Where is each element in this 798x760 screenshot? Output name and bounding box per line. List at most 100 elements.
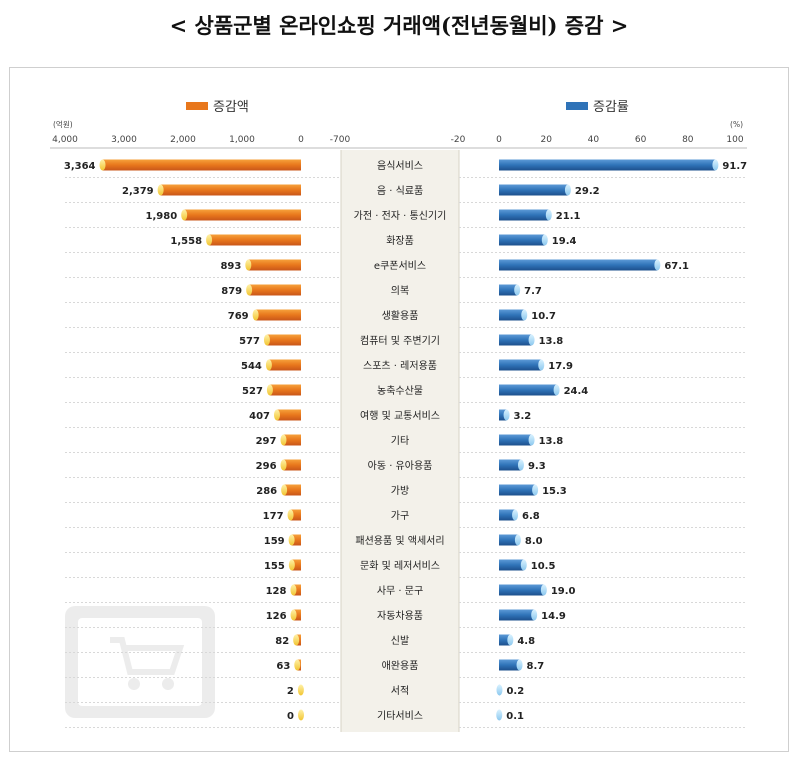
amount-bar-cap xyxy=(298,709,304,721)
rate-bar-cap xyxy=(514,284,521,296)
shopping-cart-monitor-icon xyxy=(65,606,215,718)
amount-bar xyxy=(283,434,301,446)
amount-value-label: 155 xyxy=(264,561,285,572)
category-label: 농축수산물 xyxy=(377,385,423,397)
amount-bar xyxy=(283,459,301,471)
amount-bar xyxy=(291,559,301,571)
rate-bar xyxy=(499,284,518,296)
rate-value-label: 19.0 xyxy=(551,586,576,597)
rate-bar xyxy=(499,609,535,621)
legend-rate: 증감률 xyxy=(566,100,629,115)
amount-bar xyxy=(269,384,301,396)
rate-value-label: 17.9 xyxy=(548,361,573,372)
rate-axis-tick: 20 xyxy=(540,135,552,145)
chart-canvas: 증감액 증감률 (억원) (%) -700 -20 4,000 3,000 2,00… xyxy=(50,100,747,732)
rate-bar xyxy=(499,259,658,271)
category-label: 컴퓨터 및 주변기기 xyxy=(360,335,440,347)
amount-bar-cap xyxy=(181,209,188,221)
rate-value-label: 10.7 xyxy=(531,311,556,322)
category-label: 가방 xyxy=(391,485,409,497)
amount-bar xyxy=(268,359,301,371)
rate-unit: (%) xyxy=(730,120,743,129)
rate-value-label: 10.5 xyxy=(531,561,556,572)
amount-value-label: 769 xyxy=(228,311,249,322)
rate-value-label: 67.1 xyxy=(664,261,689,272)
amount-value-label: 544 xyxy=(241,361,262,372)
rate-bar-cap xyxy=(654,259,661,271)
rate-bar-cap xyxy=(520,559,527,571)
amount-value-label: 177 xyxy=(263,511,284,522)
rate-bar xyxy=(499,459,521,471)
amount-bar-cap xyxy=(246,284,253,296)
category-label: 문화 및 레저서비스 xyxy=(360,560,440,572)
amount-value-label: 893 xyxy=(220,261,241,272)
amount-axis-tick: 1,000 xyxy=(229,135,255,145)
rate-bar xyxy=(499,559,524,571)
rate-bar-cap xyxy=(503,409,510,421)
amount-value-label: 159 xyxy=(264,536,285,547)
amount-value-label: 407 xyxy=(249,411,270,422)
rate-bar-cap xyxy=(528,434,535,446)
amount-value-label: 0 xyxy=(287,711,294,722)
rate-value-label: 21.1 xyxy=(556,211,581,222)
rate-bar-cap xyxy=(528,334,535,346)
rate-bar-cap xyxy=(517,459,524,471)
amount-bar xyxy=(291,534,301,546)
category-label: 사무 · 문구 xyxy=(377,585,423,597)
category-label: 여행 및 교통서비스 xyxy=(360,410,440,422)
amount-value-label: 296 xyxy=(256,461,277,472)
category-label: 음식서비스 xyxy=(377,160,423,172)
amount-bar-cap xyxy=(294,659,301,671)
rate-value-label: 14.9 xyxy=(541,611,566,622)
middle-tick-right: -20 xyxy=(451,135,466,145)
amount-bar xyxy=(160,184,301,196)
amount-value-label: 297 xyxy=(256,436,277,447)
amount-value-label: 126 xyxy=(266,611,287,622)
category-label: 생활용품 xyxy=(382,309,419,322)
amount-value-label: 879 xyxy=(221,286,242,297)
amount-bar xyxy=(255,309,301,321)
rate-bar-cap xyxy=(512,509,519,521)
category-label: 패션용품 및 액세서리 xyxy=(355,535,444,547)
rate-bar-cap xyxy=(545,209,552,221)
amount-bar-cap xyxy=(265,359,272,371)
amount-axis-tick: 4,000 xyxy=(52,135,78,145)
rate-value-label: 7.7 xyxy=(524,286,542,297)
rate-bar-cap xyxy=(532,484,539,496)
rate-value-label: 4.8 xyxy=(517,636,535,647)
amount-bar-cap xyxy=(280,459,287,471)
amount-value-label: 1,980 xyxy=(146,211,178,222)
amount-bar xyxy=(266,334,301,346)
amount-value-label: 2 xyxy=(287,686,294,697)
rate-value-label: 3.2 xyxy=(514,411,532,422)
amount-axis-tick: 2,000 xyxy=(170,135,196,145)
amount-bar-cap xyxy=(281,484,288,496)
rate-bar xyxy=(499,534,518,546)
amount-bar-cap xyxy=(273,409,280,421)
amount-bar-cap xyxy=(266,384,273,396)
amount-bar-cap xyxy=(293,634,300,646)
rate-bar-cap xyxy=(507,634,514,646)
category-label: e쿠폰서비스 xyxy=(374,260,426,272)
amount-bar-cap xyxy=(280,434,287,446)
rate-axis-tick: 100 xyxy=(726,135,743,145)
rate-bar xyxy=(499,659,520,671)
amount-bar-cap xyxy=(252,309,259,321)
rate-axis-tick: 40 xyxy=(588,135,600,145)
amount-bar-cap xyxy=(288,534,295,546)
amount-value-label: 527 xyxy=(242,386,263,397)
rate-value-label: 24.4 xyxy=(564,386,589,397)
amount-bar-cap xyxy=(206,234,213,246)
category-label: 애완용품 xyxy=(382,660,419,672)
amount-value-label: 128 xyxy=(266,586,287,597)
category-label: 음 · 식료품 xyxy=(377,185,423,197)
amount-bar xyxy=(293,584,301,596)
amount-bar-cap xyxy=(287,509,294,521)
amount-bar-cap xyxy=(99,159,106,171)
rate-bar xyxy=(499,309,525,321)
page-title: < 상품군별 온라인쇼핑 거래액(전년동월비) 증감 > xyxy=(169,13,629,38)
category-label: 기타서비스 xyxy=(377,710,423,722)
amount-bar-cap xyxy=(297,684,304,696)
rate-bar-cap xyxy=(496,684,503,696)
category-label: 가전 · 전자 · 통신기기 xyxy=(354,210,447,222)
